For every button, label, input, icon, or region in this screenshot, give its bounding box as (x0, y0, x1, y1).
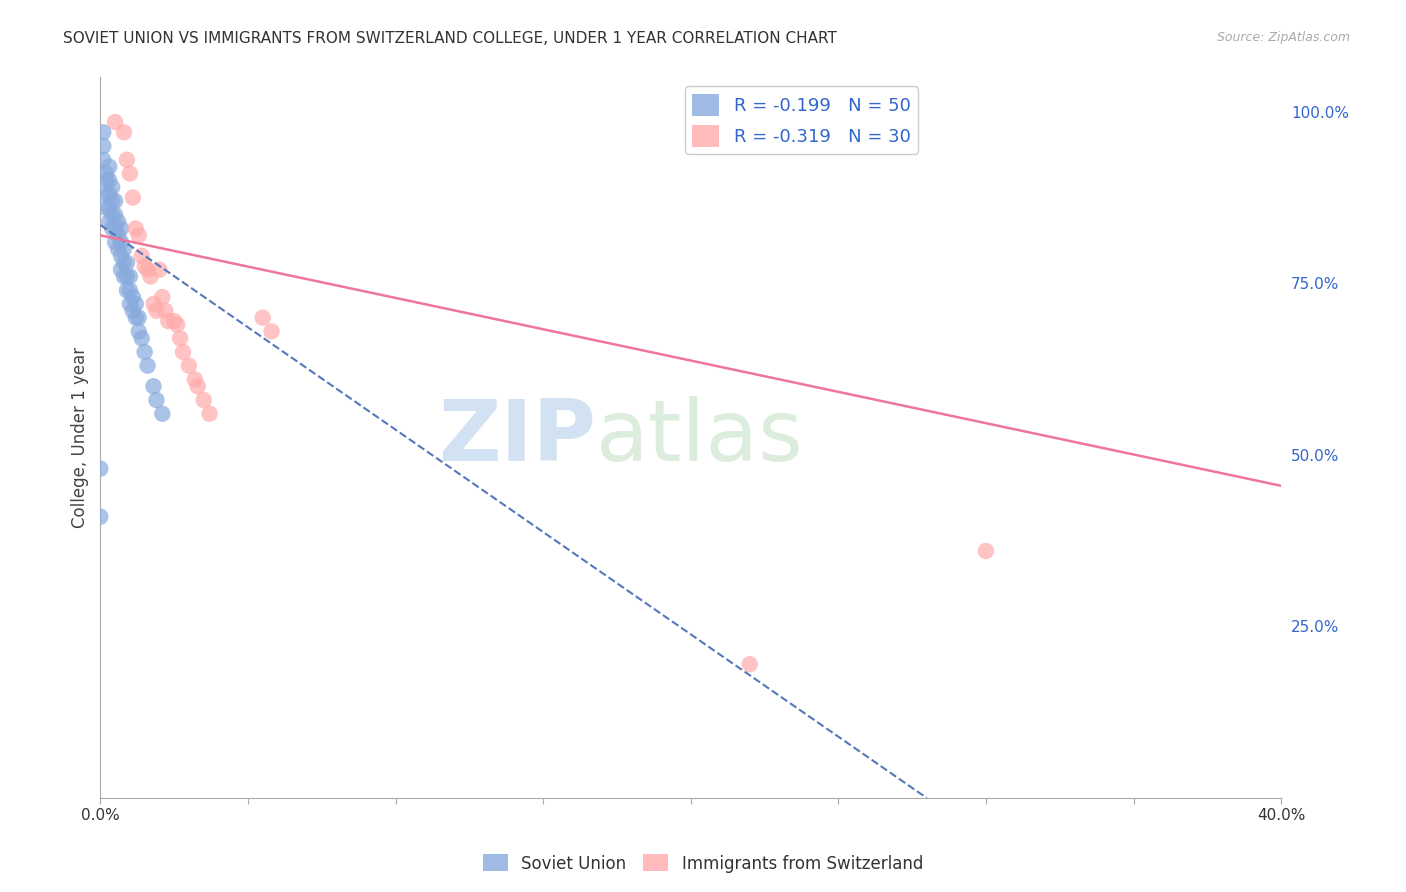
Point (101, 221, 124, 235)
Point (91, 153, 114, 167)
Point (125, 310, 148, 325)
Point (96, 173, 118, 187)
Point (112, 269, 135, 284)
Point (101, 208, 124, 222)
Text: SOVIET UNION VS IMMIGRANTS FROM SWITZERLAND COLLEGE, UNDER 1 YEAR CORRELATION CH: SOVIET UNION VS IMMIGRANTS FROM SWITZERL… (63, 31, 837, 46)
Point (118, 167, 141, 181)
Point (157, 314, 180, 328)
Point (136, 359, 159, 373)
Point (107, 228, 129, 243)
Point (118, 283, 141, 297)
Point (198, 407, 221, 421)
Point (96, 187, 118, 202)
Point (172, 345, 194, 359)
Point (150, 407, 173, 421)
Point (110, 249, 132, 263)
Point (134, 345, 156, 359)
Point (91, 125, 114, 139)
Legend: Soviet Union, Immigrants from Switzerland: Soviet Union, Immigrants from Switzerlan… (477, 847, 929, 880)
Point (155, 303, 177, 318)
Y-axis label: College, Under 1 year: College, Under 1 year (72, 347, 89, 528)
Point (131, 331, 153, 345)
Point (134, 259, 156, 273)
Point (104, 194, 127, 208)
Point (145, 303, 167, 318)
Point (163, 314, 186, 328)
Point (142, 297, 165, 311)
Point (115, 153, 138, 167)
Point (148, 262, 170, 277)
Point (98, 187, 121, 202)
Point (98, 201, 121, 215)
Text: Source: ZipAtlas.com: Source: ZipAtlas.com (1216, 31, 1350, 45)
Point (96, 201, 118, 215)
Point (118, 297, 141, 311)
Point (136, 262, 159, 277)
Point (98, 173, 121, 187)
Point (252, 310, 274, 325)
Point (260, 324, 283, 338)
Text: atlas: atlas (596, 396, 804, 479)
Point (89, 461, 111, 475)
Point (150, 290, 173, 304)
Point (187, 379, 209, 393)
Point (115, 269, 138, 284)
Text: ZIP: ZIP (439, 396, 596, 479)
Point (104, 221, 127, 235)
Point (121, 290, 143, 304)
Point (107, 242, 129, 256)
Point (115, 256, 138, 270)
Point (115, 283, 138, 297)
Point (96, 167, 118, 181)
Point (98, 214, 121, 228)
Point (110, 235, 132, 249)
Point (121, 303, 143, 318)
Point (184, 372, 207, 386)
Point (125, 297, 148, 311)
Point (98, 160, 121, 174)
Point (131, 249, 153, 263)
Point (107, 214, 129, 228)
Point (112, 125, 135, 139)
Point (142, 379, 165, 393)
Legend: R = -0.199   N = 50, R = -0.319   N = 30: R = -0.199 N = 50, R = -0.319 N = 30 (685, 87, 918, 154)
Point (974, 544, 997, 558)
Point (110, 262, 132, 277)
Point (118, 269, 141, 284)
Point (91, 139, 114, 153)
Point (89, 509, 111, 524)
Point (112, 242, 135, 256)
Point (112, 256, 135, 270)
Point (101, 180, 124, 194)
Point (125, 221, 148, 235)
Point (128, 324, 150, 338)
Point (145, 392, 167, 407)
Point (104, 208, 127, 222)
Point (128, 228, 150, 243)
Point (139, 269, 162, 284)
Point (121, 190, 143, 204)
Point (128, 310, 150, 325)
Point (177, 359, 200, 373)
Point (193, 392, 215, 407)
Point (169, 331, 191, 345)
Point (110, 221, 132, 235)
Point (738, 657, 761, 672)
Point (166, 318, 188, 332)
Point (104, 115, 127, 129)
Point (101, 194, 124, 208)
Point (104, 235, 127, 249)
